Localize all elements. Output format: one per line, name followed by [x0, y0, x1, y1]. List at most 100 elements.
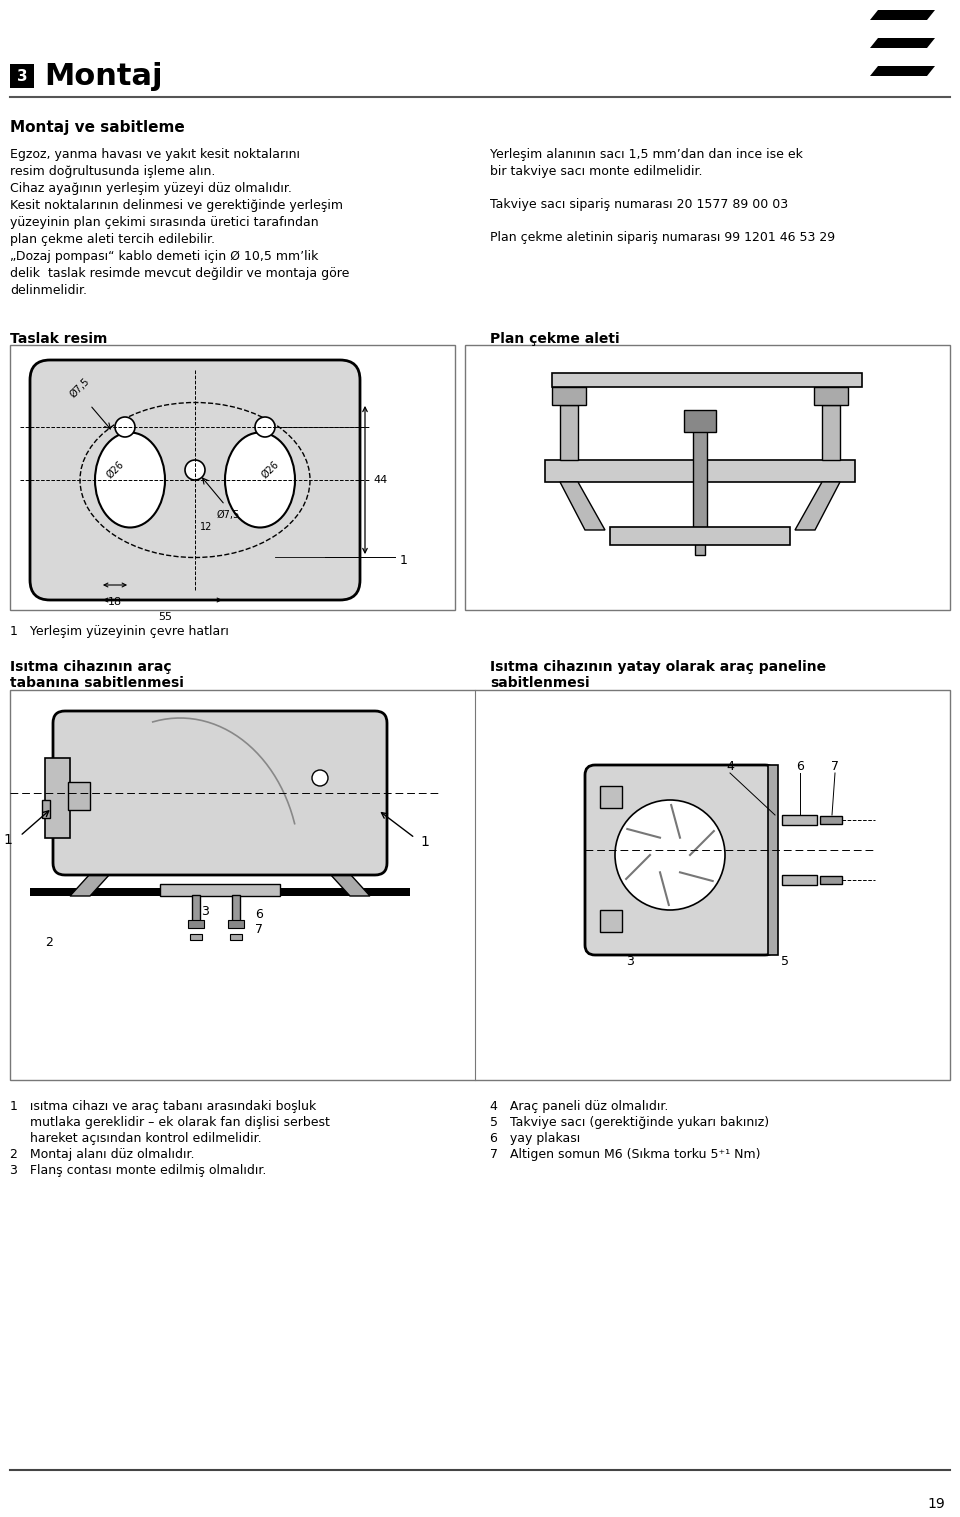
FancyBboxPatch shape: [68, 781, 90, 810]
FancyBboxPatch shape: [42, 799, 50, 818]
FancyBboxPatch shape: [820, 816, 842, 824]
Polygon shape: [795, 482, 840, 529]
Text: resim doğrultusunda işleme alın.: resim doğrultusunda işleme alın.: [10, 165, 215, 177]
FancyBboxPatch shape: [10, 64, 34, 88]
Circle shape: [615, 799, 725, 910]
Text: 6   yay plakası: 6 yay plakası: [490, 1132, 580, 1145]
FancyBboxPatch shape: [232, 895, 240, 922]
Text: Takviye sacı sipariş numarası 20 1577 89 00 03: Takviye sacı sipariş numarası 20 1577 89…: [490, 199, 788, 211]
FancyBboxPatch shape: [552, 387, 586, 405]
Circle shape: [185, 460, 205, 479]
Text: Isıtma cihazının yatay olarak araç paneline: Isıtma cihazının yatay olarak araç panel…: [490, 660, 827, 674]
Ellipse shape: [80, 402, 310, 558]
FancyBboxPatch shape: [53, 711, 387, 875]
Text: 2   Montaj alanı düz olmalıdır.: 2 Montaj alanı düz olmalıdır.: [10, 1148, 195, 1161]
FancyBboxPatch shape: [684, 410, 716, 432]
FancyBboxPatch shape: [192, 895, 200, 922]
Text: 7: 7: [255, 922, 263, 936]
Polygon shape: [870, 67, 935, 76]
FancyBboxPatch shape: [30, 360, 360, 601]
Text: bir takviye sacı monte edilmelidir.: bir takviye sacı monte edilmelidir.: [490, 165, 703, 177]
Circle shape: [115, 417, 135, 437]
Text: Plan çekme aleti: Plan çekme aleti: [490, 332, 619, 346]
FancyBboxPatch shape: [545, 460, 855, 482]
Text: 2: 2: [45, 936, 53, 950]
Ellipse shape: [225, 432, 295, 528]
FancyBboxPatch shape: [560, 405, 578, 460]
Text: Ø7,5: Ø7,5: [217, 510, 240, 520]
FancyBboxPatch shape: [230, 934, 242, 941]
Text: mutlaka gereklidir – ek olarak fan dişlisi serbest: mutlaka gereklidir – ek olarak fan dişli…: [10, 1117, 330, 1129]
Text: yüzeyinin plan çekimi sırasında üretici tarafından: yüzeyinin plan çekimi sırasında üretici …: [10, 215, 319, 229]
Text: 3: 3: [626, 956, 634, 968]
Text: tabanına sabitlenmesi: tabanına sabitlenmesi: [10, 677, 184, 690]
Text: delik  taslak resimde mevcut değildir ve montaja göre: delik taslak resimde mevcut değildir ve …: [10, 267, 349, 281]
Text: 18: 18: [108, 598, 122, 607]
FancyBboxPatch shape: [814, 387, 848, 405]
Text: plan çekme aleti tercih edilebilir.: plan çekme aleti tercih edilebilir.: [10, 234, 215, 246]
Text: 3: 3: [16, 68, 27, 83]
Text: Isıtma cihazının araç: Isıtma cihazının araç: [10, 660, 172, 674]
Text: Kesit noktalarının delinmesi ve gerektiğinde yerleşim: Kesit noktalarının delinmesi ve gerektiğ…: [10, 199, 343, 212]
FancyBboxPatch shape: [552, 373, 862, 387]
Text: Montaj ve sabitleme: Montaj ve sabitleme: [10, 120, 184, 135]
Text: 12: 12: [200, 522, 212, 532]
FancyBboxPatch shape: [160, 884, 280, 897]
Circle shape: [255, 417, 275, 437]
Text: 3: 3: [201, 906, 209, 918]
Text: Cihaz ayağının yerleşim yüzeyi düz olmalıdır.: Cihaz ayağının yerleşim yüzeyi düz olmal…: [10, 182, 292, 196]
Polygon shape: [870, 11, 935, 20]
Text: 5   Takviye sacı (gerektiğinde yukarı bakınız): 5 Takviye sacı (gerektiğinde yukarı bakı…: [490, 1117, 769, 1129]
FancyBboxPatch shape: [695, 537, 705, 555]
Text: 7   Altigen somun M6 (Sıkma torku 5⁺¹ Nm): 7 Altigen somun M6 (Sıkma torku 5⁺¹ Nm): [490, 1148, 760, 1161]
Text: 19: 19: [927, 1497, 945, 1511]
Text: 1: 1: [400, 554, 408, 566]
FancyBboxPatch shape: [610, 526, 790, 545]
Text: 1   Yerleşim yüzeyinin çevre hatları: 1 Yerleşim yüzeyinin çevre hatları: [10, 625, 228, 639]
Text: sabitlenmesi: sabitlenmesi: [490, 677, 589, 690]
FancyBboxPatch shape: [190, 934, 202, 941]
Text: 1   ısıtma cihazı ve araç tabanı arasındaki boşluk: 1 ısıtma cihazı ve araç tabanı arasındak…: [10, 1100, 316, 1113]
Text: hareket açısından kontrol edilmelidir.: hareket açısından kontrol edilmelidir.: [10, 1132, 262, 1145]
Text: Taslak resim: Taslak resim: [10, 332, 108, 346]
FancyBboxPatch shape: [10, 690, 950, 1080]
Text: 55: 55: [158, 611, 172, 622]
Text: 5: 5: [781, 956, 789, 968]
FancyBboxPatch shape: [465, 344, 950, 610]
Text: „Dozaj pompası“ kablo demeti için Ø 10,5 mm’lik: „Dozaj pompası“ kablo demeti için Ø 10,5…: [10, 250, 319, 262]
Text: Ø26: Ø26: [259, 460, 280, 481]
Text: Ø7,5: Ø7,5: [68, 376, 92, 400]
FancyBboxPatch shape: [768, 765, 778, 956]
Text: 44: 44: [373, 475, 387, 485]
Polygon shape: [320, 863, 370, 897]
Text: 6: 6: [255, 909, 263, 921]
FancyBboxPatch shape: [585, 765, 775, 956]
FancyBboxPatch shape: [782, 875, 817, 884]
Text: 7: 7: [831, 760, 839, 774]
FancyBboxPatch shape: [228, 919, 244, 928]
Text: 6: 6: [796, 760, 804, 774]
Text: Yerleşim alanının sacı 1,5 mm’dan dan ince ise ek: Yerleşim alanının sacı 1,5 mm’dan dan in…: [490, 149, 803, 161]
Text: Montaj: Montaj: [44, 62, 162, 91]
Ellipse shape: [95, 432, 165, 528]
Polygon shape: [70, 863, 120, 897]
Text: Plan çekme aletinin sipariş numarası 99 1201 46 53 29: Plan çekme aletinin sipariş numarası 99 …: [490, 231, 835, 244]
FancyBboxPatch shape: [822, 405, 840, 460]
Text: 3   Flanş contası monte edilmiş olmalıdır.: 3 Flanş contası monte edilmiş olmalıdır.: [10, 1164, 266, 1177]
Polygon shape: [560, 482, 605, 529]
FancyBboxPatch shape: [782, 815, 817, 825]
Text: 1: 1: [3, 833, 12, 846]
FancyBboxPatch shape: [600, 910, 622, 931]
FancyBboxPatch shape: [820, 875, 842, 884]
FancyBboxPatch shape: [600, 786, 622, 809]
Polygon shape: [870, 38, 935, 49]
FancyBboxPatch shape: [188, 919, 204, 928]
FancyBboxPatch shape: [45, 758, 70, 837]
Text: Egzoz, yanma havası ve yakıt kesit noktalarını: Egzoz, yanma havası ve yakıt kesit nokta…: [10, 149, 300, 161]
Circle shape: [312, 771, 328, 786]
Text: Ø26: Ø26: [105, 460, 126, 481]
Text: 4   Araç paneli düz olmalıdır.: 4 Araç paneli düz olmalıdır.: [490, 1100, 668, 1113]
FancyBboxPatch shape: [30, 887, 410, 897]
Text: 1: 1: [420, 834, 429, 850]
FancyBboxPatch shape: [693, 429, 707, 540]
